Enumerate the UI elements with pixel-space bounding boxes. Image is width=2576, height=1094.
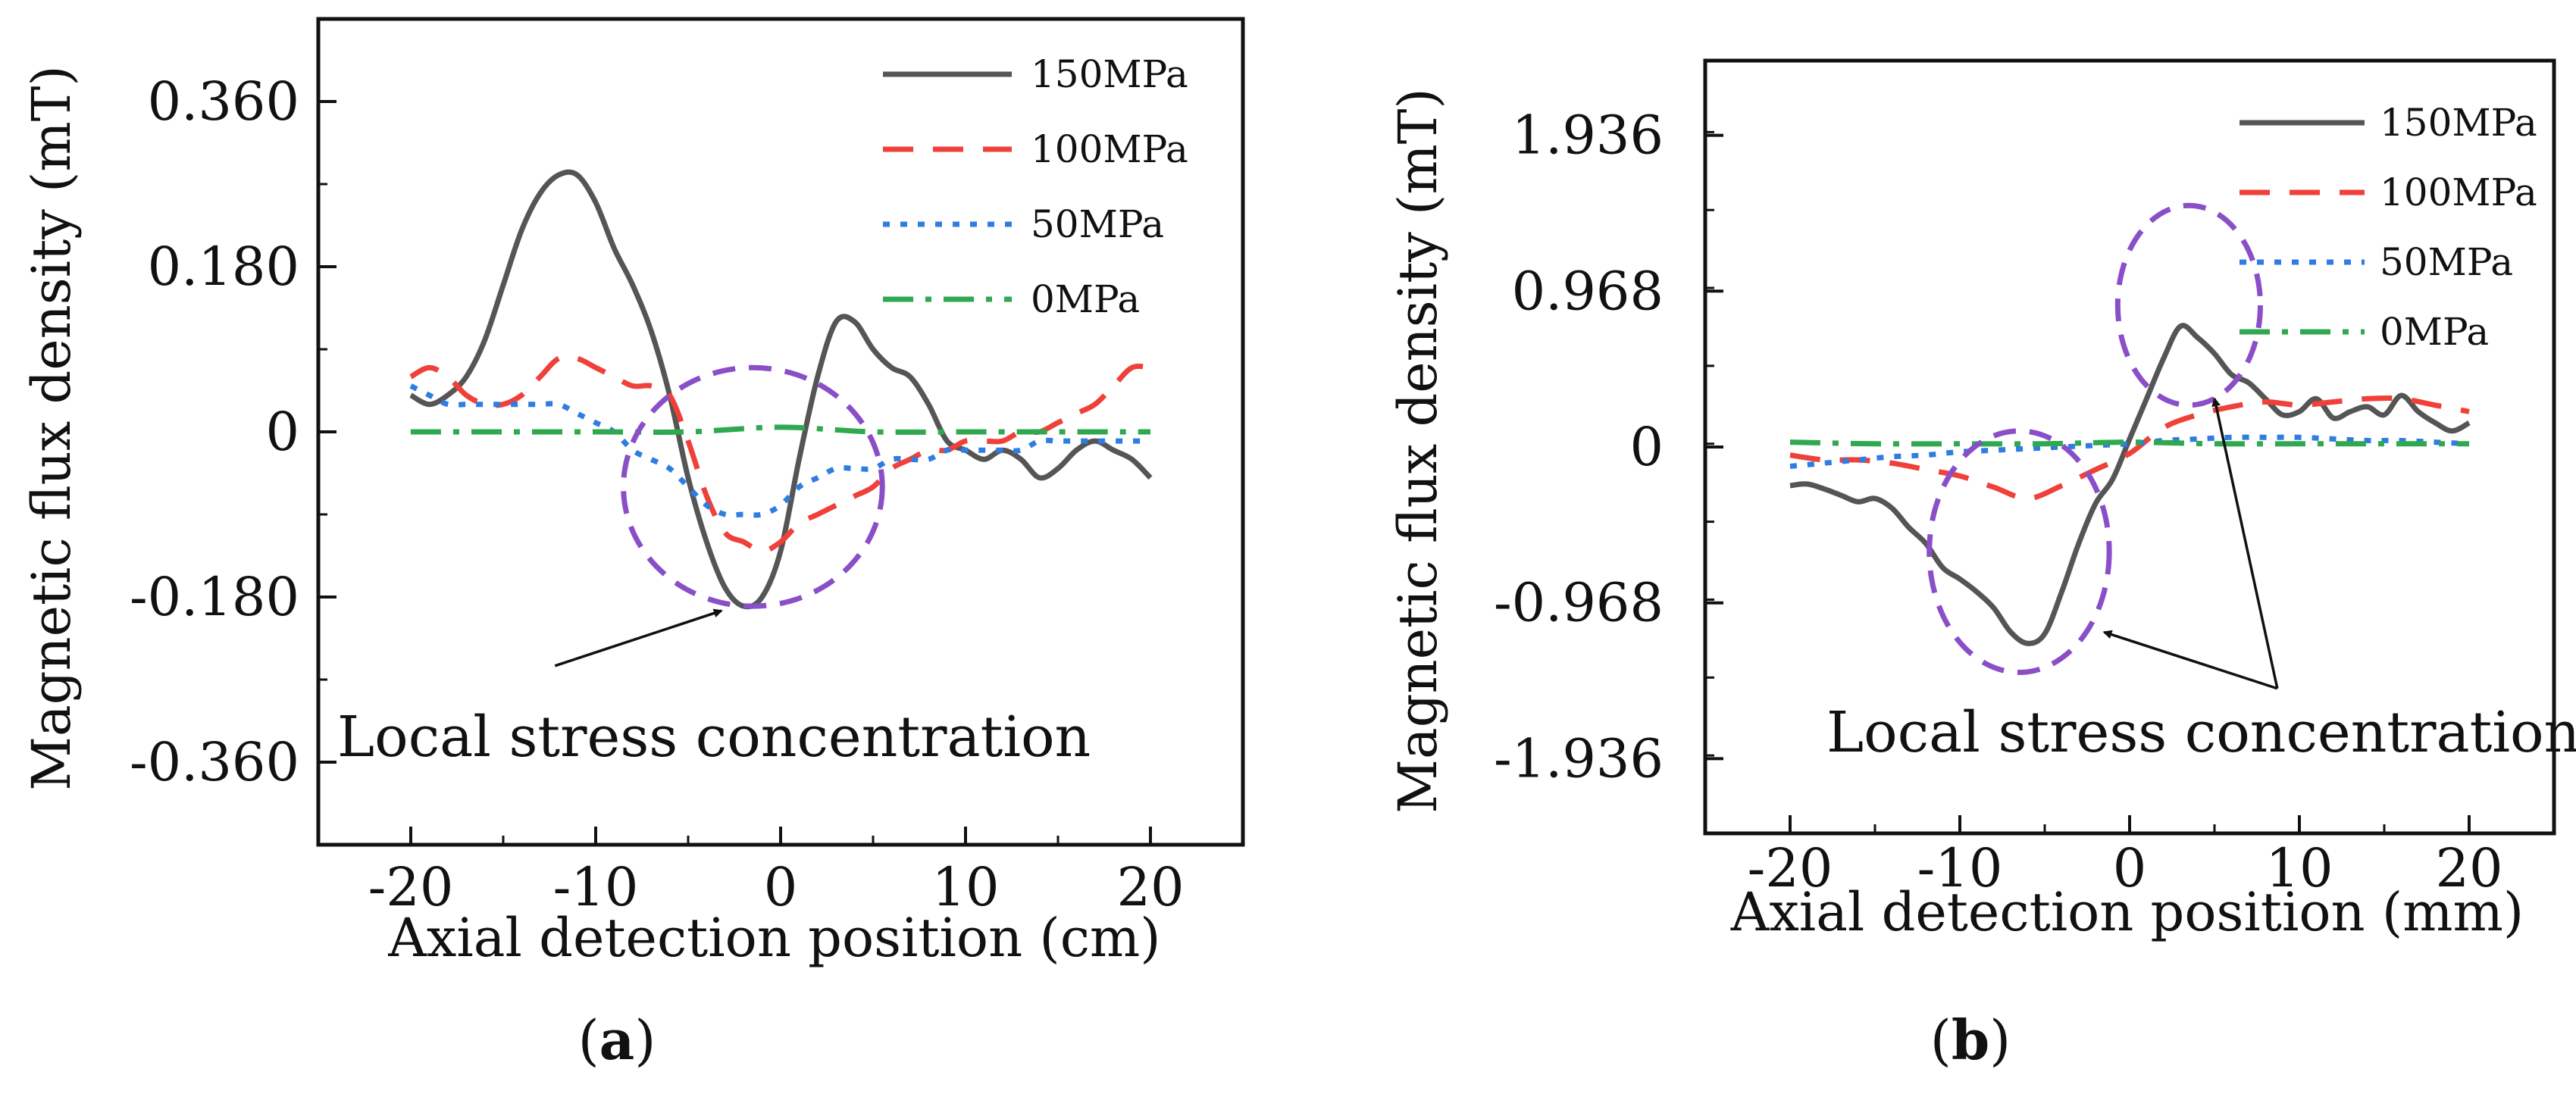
x-tick-label: -10 [1917, 837, 2003, 899]
y-tick-label: -0.968 [1494, 572, 1664, 634]
annotation-arrow [2102, 630, 2278, 690]
x-tick-label: -20 [368, 856, 454, 918]
y-tick-label: -0.360 [130, 731, 299, 793]
x-tick-label: 20 [2435, 837, 2502, 899]
annotation-layer [554, 364, 885, 667]
annotation-arrow [554, 608, 723, 667]
series-layer [409, 169, 1153, 610]
legend-label-150MPa: 150MPa [1031, 52, 1188, 96]
tick-layer: 0.360 0.180 0 -0.180 -0.360 -20 -10 0 10 20 [130, 70, 1185, 918]
tick-layer: 1.936 0.968 0 -0.968 -1.936 -20 -10 0 10 20 [1494, 105, 2503, 899]
panel-tag: (a) [578, 1008, 656, 1072]
legend-label-150MPa: 150MPa [2380, 101, 2537, 145]
y-tick-label: -1.936 [1494, 727, 1664, 789]
legend-label-100MPa: 100MPa [1031, 127, 1188, 171]
series-line-100MPa [409, 354, 1151, 554]
y-axis-title: Magnetic flux density (mT) [20, 65, 83, 790]
series-line-0MPa [411, 424, 1150, 435]
legend-label-50MPa: 50MPa [2380, 240, 2513, 284]
series-line-150MPa [409, 169, 1153, 610]
stress-concentration-circle [1927, 428, 2112, 675]
y-tick-label: 0.360 [148, 70, 299, 133]
x-axis-title: Axial detection position (mm) [1730, 881, 2524, 943]
x-tick-label: 10 [2265, 837, 2333, 899]
series-line-0MPa [1789, 439, 2469, 447]
annotation-label: Local stress concentration [337, 705, 1091, 770]
x-tick-label: 0 [764, 856, 798, 918]
annotation-layer [1927, 202, 2279, 690]
series-line-100MPa [1789, 395, 2470, 502]
legend-label-0MPa: 0MPa [1031, 277, 1140, 321]
x-tick-label: 10 [931, 856, 999, 918]
y-tick-label: 1.936 [1512, 105, 1664, 167]
y-tick-label: 0.180 [148, 236, 299, 298]
annotation-label: Local stress concentration [1826, 700, 2576, 765]
stress-concentration-circle [621, 364, 885, 609]
panel-tag: (b) [1930, 1008, 2011, 1072]
stress-concentration-circle [2114, 202, 2263, 408]
y-tick-label: 0 [1629, 416, 1664, 478]
y-tick-label: -0.180 [130, 566, 299, 628]
series-line-150MPa [1789, 323, 2471, 646]
chart-panel-a: 0.360 0.180 0 -0.180 -0.360 -20 -10 0 10 20 150MP… [20, 17, 1245, 1072]
x-tick-label: 20 [1116, 856, 1184, 918]
y-tick-label: 0 [265, 401, 299, 463]
legend-label-50MPa: 50MPa [1031, 202, 1164, 246]
series-layer [1789, 323, 2471, 646]
y-axis-title: Magnetic flux density (mT) [1387, 88, 1449, 813]
series-line-50MPa [409, 383, 1150, 518]
legend: 150MPa 100MPa 50MPa 0MPa [883, 52, 1188, 321]
x-tick-label: -20 [1748, 837, 1833, 899]
x-axis-title: Axial detection position (cm) [387, 907, 1160, 969]
legend: 150MPa 100MPa 50MPa 0MPa [2240, 101, 2537, 354]
x-tick-label: -10 [553, 856, 639, 918]
x-tick-label: 0 [2113, 837, 2147, 899]
chart-panel-b: 1.936 0.968 0 -0.968 -1.936 -20 -10 0 10 20 150MP… [1387, 58, 2576, 1072]
annotation-arrow [2211, 397, 2279, 689]
legend-label-0MPa: 0MPa [2380, 310, 2489, 354]
legend-label-100MPa: 100MPa [2380, 170, 2537, 214]
y-tick-label: 0.968 [1512, 260, 1664, 322]
